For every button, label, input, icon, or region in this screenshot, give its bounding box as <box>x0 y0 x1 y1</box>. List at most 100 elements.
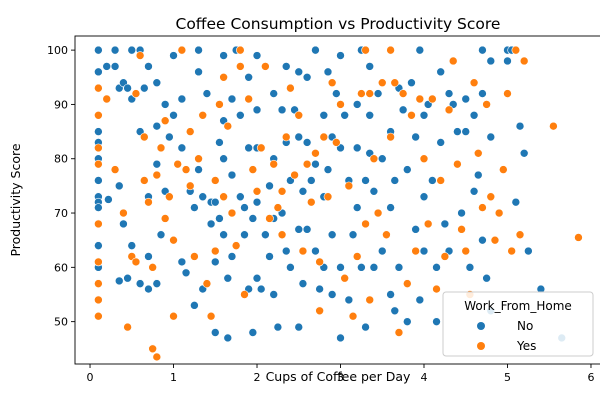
data-point-no <box>336 263 345 272</box>
data-point-yes <box>94 257 103 267</box>
data-point-no <box>444 89 454 98</box>
data-point-no <box>277 105 287 115</box>
data-point-no <box>415 295 425 305</box>
data-point-no <box>281 62 291 71</box>
data-point-no <box>332 89 341 98</box>
data-point-no <box>294 67 304 77</box>
data-point-yes <box>131 257 141 267</box>
data-point-yes <box>148 263 157 272</box>
data-point-yes <box>156 143 166 153</box>
data-point-no <box>252 105 262 115</box>
y-tick-label: 80 <box>54 153 68 166</box>
data-point-no <box>194 45 203 55</box>
data-point-yes <box>236 62 245 71</box>
data-point-no <box>165 132 174 142</box>
data-point-no <box>252 51 262 60</box>
data-point-no <box>177 257 187 267</box>
data-point-yes <box>340 273 349 283</box>
data-point-yes <box>177 45 187 55</box>
y-tick-label: 100 <box>47 44 68 57</box>
data-point-yes <box>202 279 212 288</box>
data-point-no <box>169 110 178 120</box>
x-axis-label: Cups of Coffee per Day <box>266 369 411 384</box>
data-point-no <box>248 328 258 337</box>
y-tick-label: 70 <box>54 207 68 220</box>
data-point-no <box>524 246 533 256</box>
data-point-no <box>306 176 316 185</box>
data-point-yes <box>461 246 471 256</box>
data-point-no <box>152 121 162 131</box>
data-point-yes <box>294 110 304 120</box>
data-point-yes <box>273 203 283 212</box>
data-point-no <box>223 273 233 283</box>
data-point-no <box>177 94 187 104</box>
data-point-no <box>419 246 429 256</box>
data-point-no <box>119 219 128 229</box>
data-point-no <box>503 56 512 66</box>
data-point-no <box>478 235 487 245</box>
data-point-no <box>190 203 199 212</box>
data-point-no <box>181 268 191 278</box>
data-point-no <box>110 62 120 71</box>
data-point-yes <box>94 219 103 229</box>
data-point-no <box>114 181 124 191</box>
data-point-no <box>377 154 387 164</box>
data-point-no <box>223 333 233 343</box>
data-point-no <box>144 252 153 261</box>
data-point-no <box>273 322 283 332</box>
data-point-no <box>269 290 279 299</box>
data-point-yes <box>503 89 512 98</box>
data-point-no <box>177 143 187 153</box>
y-tick-label: 90 <box>54 98 68 111</box>
data-point-no <box>377 246 387 256</box>
plot-frame <box>74 35 600 365</box>
data-point-no <box>336 333 345 343</box>
data-point-no <box>515 121 525 131</box>
data-point-no <box>114 276 124 286</box>
data-point-yes <box>148 344 157 354</box>
data-point-yes <box>94 295 103 305</box>
data-point-no <box>139 83 149 93</box>
data-point-no <box>311 45 320 55</box>
data-point-no <box>219 230 228 240</box>
data-point-yes <box>402 279 412 288</box>
data-point-no <box>428 176 437 185</box>
data-point-no <box>127 241 137 250</box>
data-point-no <box>461 94 471 104</box>
data-point-no <box>219 51 228 60</box>
data-point-no <box>169 51 178 60</box>
data-point-no <box>352 203 362 212</box>
y-tick-label: 50 <box>54 316 68 329</box>
data-point-no <box>407 78 416 88</box>
data-point-yes <box>110 165 120 174</box>
data-point-no <box>127 45 137 55</box>
data-point-no <box>281 246 291 256</box>
data-point-yes <box>327 78 337 88</box>
data-point-yes <box>94 143 103 153</box>
data-point-no <box>357 263 366 272</box>
data-point-no <box>365 110 375 120</box>
data-point-no <box>194 67 203 77</box>
data-point-no <box>390 176 400 185</box>
x-tick-label: 4 <box>420 371 427 384</box>
data-point-no <box>432 263 441 272</box>
data-point-no <box>394 263 404 272</box>
data-point-no <box>453 127 462 136</box>
legend-marker-no <box>477 322 485 330</box>
data-point-yes <box>102 94 112 104</box>
data-point-no <box>123 83 132 93</box>
data-point-yes <box>332 138 341 147</box>
data-point-no <box>482 273 491 283</box>
data-point-no <box>265 252 274 261</box>
data-point-yes <box>352 252 362 261</box>
data-point-no <box>302 225 312 234</box>
data-point-yes <box>432 284 441 294</box>
data-point-no <box>386 203 395 212</box>
data-point-no <box>478 45 487 55</box>
data-point-no <box>294 132 304 142</box>
data-point-no <box>104 195 113 204</box>
data-point-no <box>386 290 395 299</box>
data-point-yes <box>574 233 583 242</box>
data-point-no <box>227 94 237 104</box>
data-point-yes <box>369 154 379 164</box>
